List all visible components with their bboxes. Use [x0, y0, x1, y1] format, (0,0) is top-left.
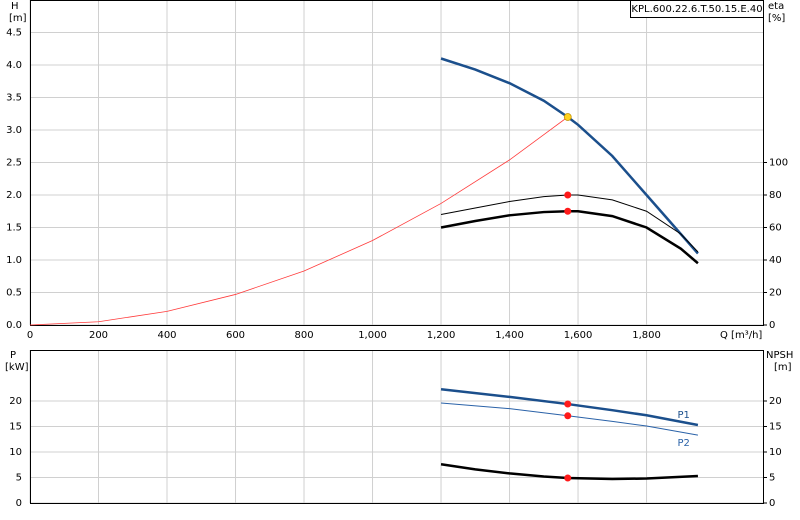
y2-label: eta	[768, 1, 784, 12]
y2-tick-label: 60	[769, 223, 782, 234]
operating-point	[564, 400, 572, 408]
y-tick-label: 3.0	[6, 125, 22, 136]
y-tick-label: 2.0	[6, 190, 22, 201]
curve	[440, 402, 699, 436]
x-tick-label: 1,400	[495, 330, 524, 341]
operating-point	[564, 191, 572, 199]
y2-tick-label: 20	[769, 396, 782, 407]
y-label: H	[11, 1, 19, 12]
y2-tick-label: 5	[769, 473, 775, 484]
y-unit: [kW]	[5, 362, 29, 373]
y2-tick-label: 0	[769, 320, 775, 331]
y-tick-label: 15	[9, 422, 22, 433]
y-tick-label: 4.0	[6, 60, 22, 71]
y-tick-label: 0.0	[6, 320, 22, 331]
x-tick-label: 1,000	[358, 330, 387, 341]
x-tick-label: 0	[27, 330, 33, 341]
y-tick-label: 10	[9, 447, 22, 458]
y2-tick-label: 20	[769, 288, 782, 299]
operating-point	[563, 113, 572, 121]
y2-tick-label: 80	[769, 190, 782, 201]
y-unit: [m]	[9, 13, 27, 24]
x-tick-label: 800	[294, 330, 313, 341]
curve	[440, 210, 699, 265]
y2-unit: [m]	[774, 362, 792, 373]
operating-point	[564, 474, 572, 482]
y-tick-label: 0	[16, 498, 22, 509]
series-label: P1	[678, 410, 690, 421]
y2-tick-label: 15	[769, 422, 782, 433]
x-tick-label: 1,800	[632, 330, 661, 341]
curve	[440, 194, 699, 253]
y2-tick-label: 0	[769, 498, 775, 509]
x-tick-label: 400	[157, 330, 176, 341]
curve	[440, 388, 699, 427]
x-tick-label: 600	[226, 330, 245, 341]
y-tick-label: 1.0	[6, 255, 22, 266]
x-tick-label: 1,600	[564, 330, 593, 341]
y2-tick-label: 40	[769, 255, 782, 266]
y2-label: NPSH	[766, 350, 793, 361]
curve	[440, 57, 699, 255]
y-tick-label: 3.5	[6, 93, 22, 104]
series-label: P2	[678, 438, 690, 449]
x-label: Q [m³/h]	[720, 330, 762, 341]
y-tick-label: 2.5	[6, 158, 22, 169]
operating-point	[564, 207, 572, 215]
operating-point	[564, 412, 572, 420]
y2-tick-label: 10	[769, 447, 782, 458]
model-box	[630, 0, 764, 18]
x-tick-label: 200	[89, 330, 108, 341]
y-tick-label: 5	[16, 473, 22, 484]
y-tick-label: 20	[9, 396, 22, 407]
y-tick-label: 1.5	[6, 223, 22, 234]
curve	[29, 116, 568, 326]
model-label: KPL.600.22.6.T.50.15.E.40	[631, 4, 762, 15]
curve	[440, 463, 698, 481]
y2-unit: [%]	[768, 13, 785, 24]
y-tick-label: 4.5	[6, 28, 22, 39]
x-tick-label: 1,200	[427, 330, 456, 341]
y-label: P	[10, 350, 16, 361]
y2-tick-label: 100	[769, 158, 788, 169]
y-tick-label: 0.5	[6, 288, 22, 299]
